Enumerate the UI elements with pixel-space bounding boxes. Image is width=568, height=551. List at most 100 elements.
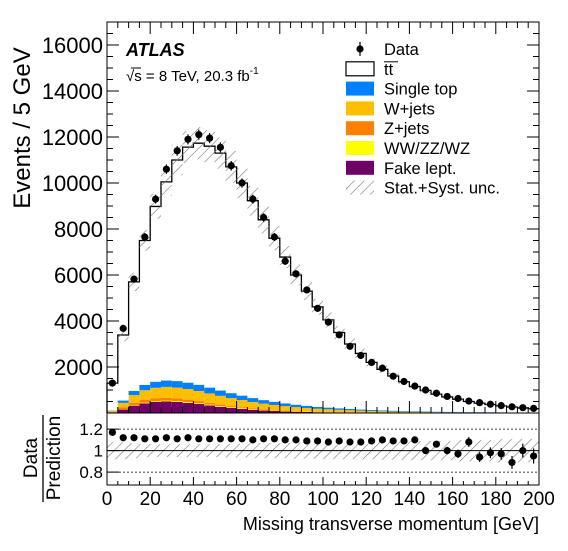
- stack-bar-w-jets: [161, 386, 172, 398]
- stack-bar-single-top: [344, 408, 356, 411]
- stack-bar-ww-zz-wz: [193, 403, 205, 405]
- data-point: [368, 358, 376, 366]
- ratio-point: [346, 438, 354, 446]
- data-point: [162, 165, 170, 173]
- stack-bar-w-jets: [225, 398, 237, 407]
- ratio-point: [530, 452, 538, 460]
- stack-bar-z-jets: [182, 399, 194, 402]
- legend-swatch: [346, 121, 374, 136]
- stack-bar-single-top: [258, 400, 269, 404]
- ratio-point: [400, 437, 408, 445]
- ratio-point: [195, 435, 203, 443]
- legend-swatch: [345, 61, 375, 77]
- ratio-point: [227, 435, 235, 443]
- ratio-point: [368, 437, 376, 445]
- data-point: [130, 275, 138, 283]
- y-tick-label: 16000: [42, 33, 103, 58]
- stack-bar-w-jets: [150, 387, 161, 399]
- stack-bar-ww-zz-wz: [215, 406, 226, 407]
- ratio-point: [443, 447, 451, 455]
- ratio-point: [108, 428, 116, 436]
- stack-bar-fake-lept-: [139, 403, 151, 413]
- stack-bar-z-jets: [117, 407, 129, 410]
- ratio-point: [422, 447, 430, 455]
- stack-bar-w-jets: [409, 411, 421, 413]
- legend-swatch: [346, 160, 374, 175]
- ratio-point: [411, 436, 419, 444]
- ratio-point: [216, 435, 224, 443]
- data-point: [454, 394, 462, 403]
- stack-bar-w-jets: [377, 411, 388, 413]
- stack-bar-w-jets: [344, 410, 356, 413]
- stack-bar-single-top: [247, 398, 259, 403]
- stack-bar-w-jets: [323, 409, 334, 412]
- ratio-point: [476, 453, 484, 461]
- stack-bar-w-jets: [333, 409, 345, 413]
- stack-bar-fake-lept-: [161, 401, 172, 413]
- y-tick-label: 14000: [42, 79, 103, 104]
- ratio-point: [303, 437, 311, 445]
- stack-bar-w-jets: [117, 402, 129, 408]
- data-point: [443, 392, 451, 401]
- data-point: [195, 131, 203, 139]
- stack-bar-single-top: [355, 409, 367, 411]
- stack-bar-ww-zz-wz: [150, 401, 161, 402]
- y-axis-label: Events / 5 GeV: [9, 47, 36, 208]
- stack-bar-w-jets: [387, 411, 399, 413]
- stack-bar-single-top: [215, 390, 226, 396]
- data-point: [411, 382, 419, 390]
- stack-bar-w-jets: [139, 390, 151, 400]
- x-tick-label: 180: [480, 489, 512, 510]
- data-point: [206, 134, 214, 142]
- ratio-point: [249, 436, 257, 444]
- stack-bar-single-top: [409, 411, 421, 412]
- uncertainty-band: [171, 144, 183, 176]
- x-tick-label: 80: [269, 489, 290, 510]
- stack-bar-fake-lept-: [150, 401, 161, 413]
- data-point: [281, 257, 289, 265]
- ratio-point: [519, 447, 527, 455]
- stack-bar-w-jets: [247, 402, 259, 409]
- uncertainty-band: [182, 131, 194, 164]
- stack-bar-single-top: [182, 382, 194, 390]
- stack-bar-ww-zz-wz: [258, 409, 269, 411]
- stack-bar-fake-lept-: [247, 409, 259, 413]
- uncertainty-band: [279, 246, 291, 268]
- data-point: [530, 404, 538, 412]
- x-tick-label: 160: [437, 489, 469, 510]
- data-point: [508, 403, 516, 411]
- ratio-y-tick-label: 1: [94, 442, 103, 461]
- x-tick-label: 140: [394, 489, 426, 510]
- y-tick-label: 12000: [42, 125, 103, 150]
- atlas-title: ATLAS: [125, 40, 185, 60]
- stack-bar-w-jets: [182, 389, 194, 400]
- data-point: [249, 195, 257, 203]
- uncertainty-band: [204, 130, 215, 163]
- stack-bar-fake-lept-: [258, 410, 269, 413]
- legend-label: W+jets: [384, 100, 435, 118]
- x-tick-label: 0: [102, 489, 113, 510]
- data-point: [400, 377, 408, 386]
- y-tick-label: 10000: [42, 171, 103, 196]
- main-panel: 2000 4000 6000 8000 10000 12000 14000 16000: [42, 21, 540, 414]
- data-point: [292, 270, 300, 278]
- legend-swatch: [346, 81, 374, 96]
- stack-bar-fake-lept-: [301, 411, 313, 413]
- ratio-point: [486, 449, 494, 457]
- x-axis-label: Missing transverse momentum [GeV]: [243, 514, 539, 534]
- data-point: [497, 402, 505, 410]
- data-point: [152, 195, 160, 203]
- data-point: [476, 399, 484, 407]
- stack-bar-z-jets: [128, 402, 140, 406]
- x-tick-label: 40: [183, 489, 204, 510]
- ratio-point: [141, 435, 149, 443]
- x-tick-label: 100: [307, 489, 339, 510]
- x-tick-label: 120: [350, 489, 382, 510]
- legend-swatch: [346, 101, 374, 116]
- stack-bar-w-jets: [171, 387, 183, 399]
- legend-hatch-swatch: [346, 180, 374, 195]
- ratio-point: [335, 437, 343, 445]
- data-point: [141, 233, 149, 241]
- x-tick-label: 20: [140, 489, 161, 510]
- stack-bar-w-jets: [279, 406, 291, 411]
